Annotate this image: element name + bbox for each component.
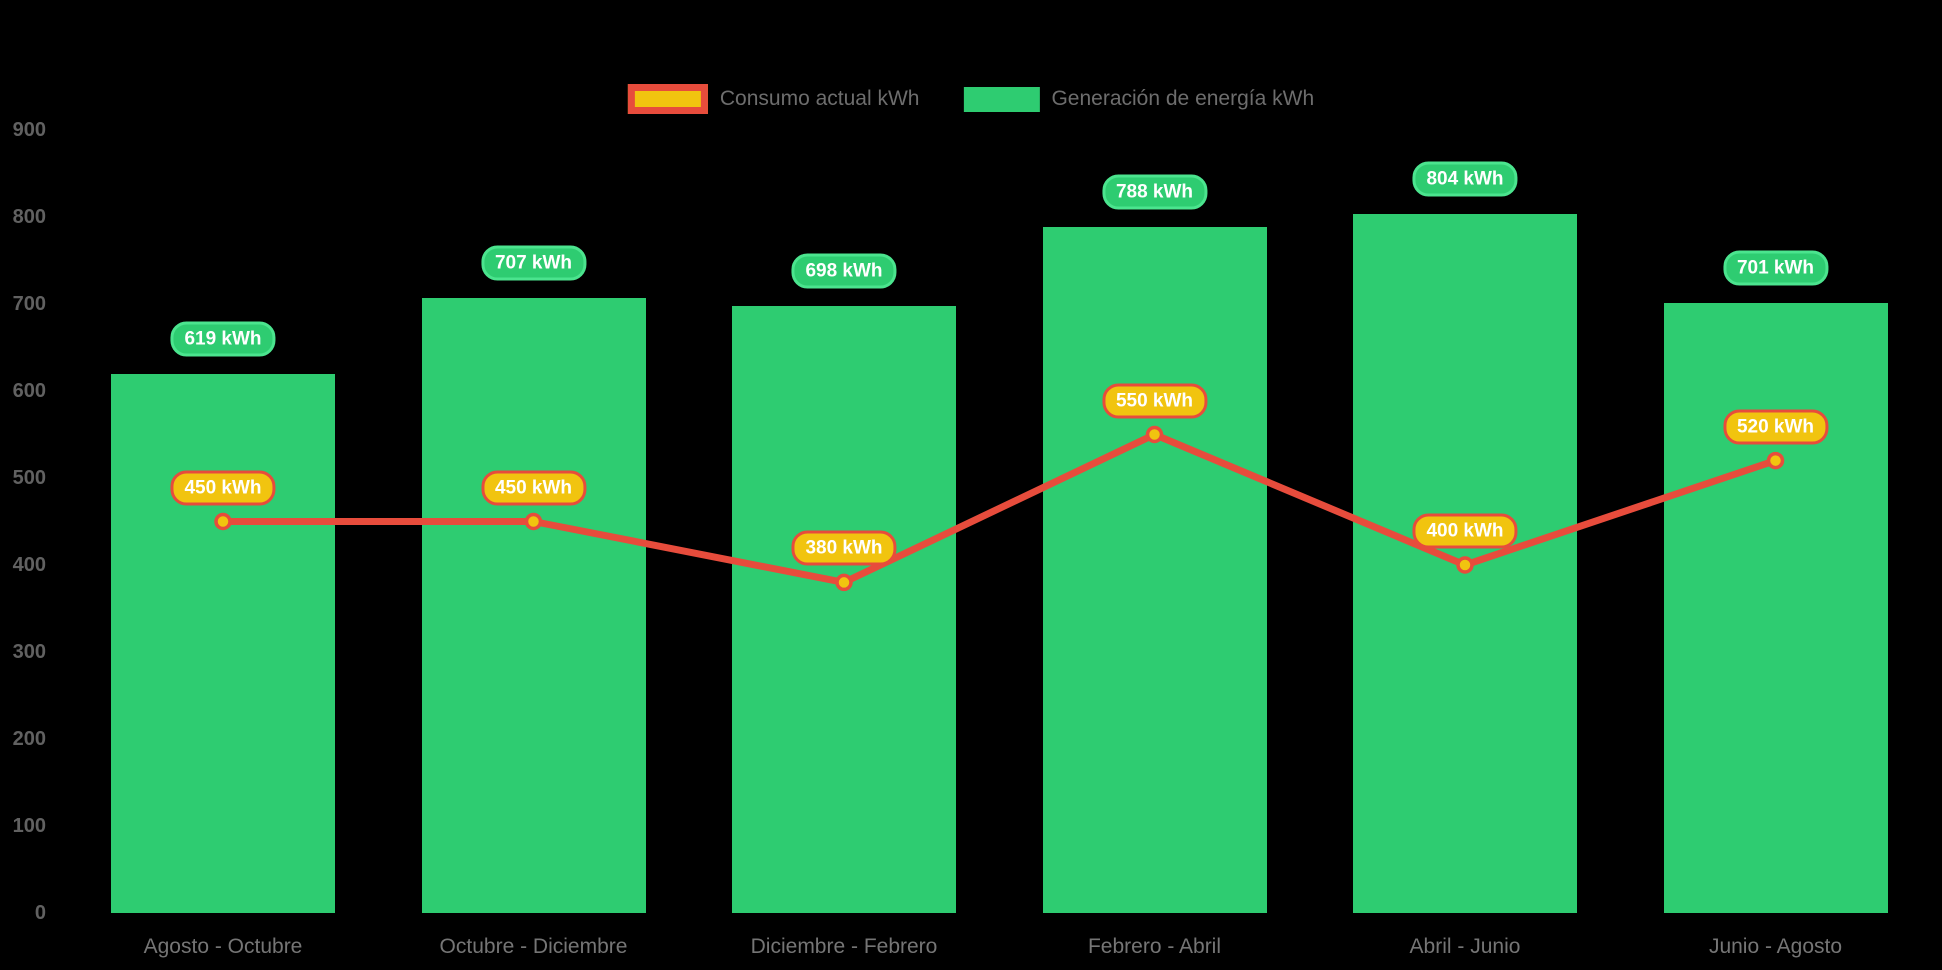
consumo-point-3[interactable] — [1145, 425, 1164, 444]
y-axis-tick-label: 500 — [12, 467, 46, 489]
y-axis-tick-label: 300 — [12, 641, 46, 663]
consumo-value-label-4: 400 kWh — [1412, 513, 1518, 549]
consumo-point-2[interactable] — [835, 573, 853, 592]
legend-label: Generación de energía kWh — [1051, 87, 1315, 110]
y-axis-tick-label: 100 — [12, 815, 46, 837]
consumo-line — [223, 431, 1777, 586]
generacion-value-label-4: 804 kWh — [1412, 161, 1518, 197]
consumo-value-label-1: 450 kWh — [480, 470, 587, 505]
y-axis-tick-label: 900 — [12, 119, 46, 141]
chart-legend: Consumo actual kWh Generación de energía … — [627, 84, 1315, 114]
y-axis-tick-label: 600 — [12, 380, 46, 402]
generacion-value-label-2: 698 kWh — [791, 253, 897, 289]
x-axis-tick-label: Febrero - Abril — [1087, 935, 1222, 958]
x-axis-tick-label: Abril - Junio — [1409, 935, 1521, 958]
line-series-swatch — [627, 84, 708, 114]
bar-generacion-1[interactable] — [421, 297, 646, 913]
y-axis-tick-label: 800 — [12, 206, 46, 228]
consumo-point-4[interactable] — [1456, 556, 1474, 574]
bar-series-swatch — [963, 86, 1040, 112]
bar-generacion-0[interactable] — [111, 374, 335, 913]
legend-item-consumo[interactable]: Consumo actual kWh — [627, 84, 920, 114]
y-axis-tick-label: 400 — [12, 554, 46, 576]
consumo-point-0[interactable] — [214, 512, 232, 531]
x-axis-tick-label: Agosto - Octubre — [143, 935, 303, 958]
y-axis-tick-label: 700 — [12, 293, 46, 315]
generacion-value-label-1: 707 kWh — [480, 245, 587, 281]
y-axis-tick-label: 200 — [12, 728, 46, 750]
consumo-value-label-5: 520 kWh — [1722, 409, 1829, 445]
consumo-value-label-0: 450 kWh — [170, 470, 276, 505]
consumo-value-label-3: 550 kWh — [1101, 383, 1208, 418]
legend-label: Consumo actual kWh — [719, 87, 920, 110]
x-axis-tick-label: Diciembre - Febrero — [750, 935, 938, 958]
bar-generacion-5[interactable] — [1663, 303, 1888, 913]
generacion-value-label-3: 788 kWh — [1101, 174, 1208, 210]
bar-generacion-2[interactable] — [732, 305, 956, 913]
consumo-value-label-2: 380 kWh — [791, 530, 897, 566]
x-axis-tick-label: Junio - Agosto — [1708, 935, 1843, 958]
generacion-value-label-5: 701 kWh — [1722, 250, 1829, 286]
consumo-point-1[interactable] — [524, 512, 543, 531]
bar-generacion-3[interactable] — [1042, 227, 1267, 913]
consumo-point-5[interactable] — [1766, 451, 1785, 470]
legend-item-generacion[interactable]: Generación de energía kWh — [963, 86, 1315, 112]
y-axis-tick-label: 0 — [34, 902, 46, 924]
x-axis-tick-label: Octubre - Diciembre — [439, 935, 628, 958]
generacion-value-label-0: 619 kWh — [170, 321, 276, 357]
